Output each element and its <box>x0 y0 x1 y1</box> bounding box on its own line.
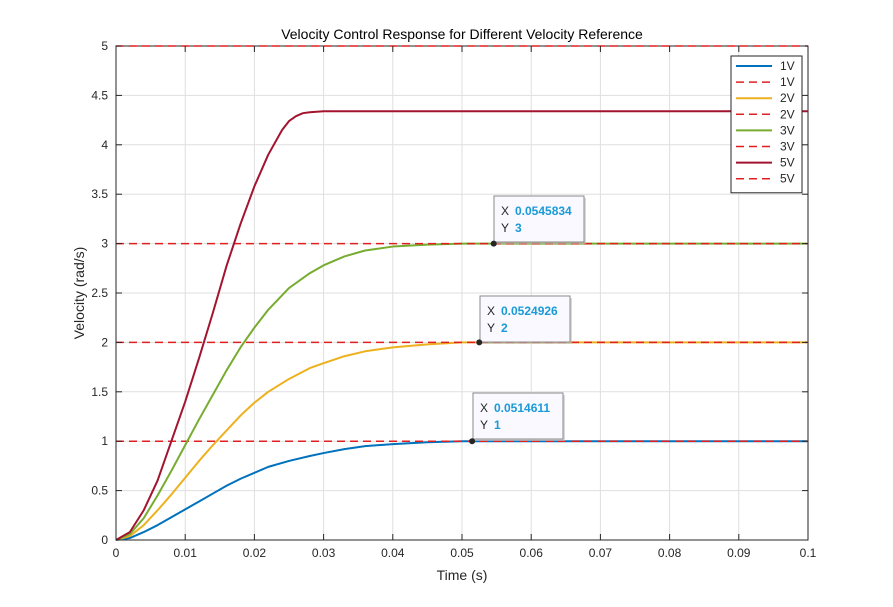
x-tick-label: 0.06 <box>520 546 544 560</box>
legend-box <box>730 55 803 194</box>
datatip-box <box>493 195 585 243</box>
y-axis-label: Velocity (rad/s) <box>71 247 87 340</box>
datatip-y-value: 2 <box>501 321 508 335</box>
chart-title: Velocity Control Response for Different … <box>281 26 643 42</box>
datatip-marker <box>469 438 476 445</box>
y-tick-label: 1 <box>101 434 108 448</box>
datatip-marker <box>476 339 483 346</box>
series-line-5V <box>115 110 808 541</box>
datatip-y-value: 1 <box>494 418 501 432</box>
datatip-x-value: 0.0524926 <box>501 304 558 318</box>
tick-layer: 0 0.01 0.02 0.03 0.04 0.05 0.06 0.07 0.08 0.09 0.1… <box>91 39 816 560</box>
x-tick-label: 0.05 <box>450 546 474 560</box>
datatip[interactable]: X 0.0545834 Y 3 <box>490 195 586 247</box>
datatip-y-label: Y <box>480 418 488 432</box>
datatip-box <box>472 392 564 440</box>
x-tick-label: 0.09 <box>727 546 751 560</box>
datatip-x-value: 0.0545834 <box>515 204 572 218</box>
x-tick-label: 0.04 <box>381 546 405 560</box>
x-tick-label: 0.1 <box>800 546 817 560</box>
x-axis-label: Time (s) <box>437 567 488 583</box>
datatip-y-value: 3 <box>515 221 522 235</box>
datatip-marker <box>490 240 497 247</box>
x-tick-label: 0.07 <box>589 546 613 560</box>
y-tick-label: 4 <box>101 138 108 152</box>
y-tick-label: 1.5 <box>91 385 108 399</box>
y-tick-label: 3 <box>101 237 108 251</box>
x-tick-label: 0.03 <box>312 546 336 560</box>
legend-label: 2V <box>780 91 795 105</box>
y-tick-label: 2 <box>101 335 108 349</box>
datatip-y-label: Y <box>487 321 495 335</box>
datatip-x-label: X <box>501 204 509 218</box>
datatip-x-value: 0.0514611 <box>494 401 550 415</box>
datatip-box <box>479 295 571 343</box>
x-tick-label: 0 <box>113 546 120 560</box>
y-tick-label: 0.5 <box>91 484 108 498</box>
y-tick-label: 3.5 <box>91 187 108 201</box>
y-tick-label: 0 <box>101 533 108 547</box>
y-tick-label: 4.5 <box>91 88 108 102</box>
x-tick-label: 0.02 <box>243 546 267 560</box>
legend-label: 1V <box>780 59 795 73</box>
datatip[interactable]: X 0.0524926 Y 2 <box>476 295 572 346</box>
datatip-x-label: X <box>487 304 495 318</box>
legend-label: 1V <box>780 75 795 89</box>
legend-label: 5V <box>780 156 795 170</box>
datatip[interactable]: X 0.0514611 Y 1 <box>469 392 565 445</box>
datatip-x-label: X <box>480 401 488 415</box>
legend-label: 3V <box>780 123 795 137</box>
legend-label: 2V <box>780 107 795 121</box>
y-tick-label: 5 <box>101 39 108 53</box>
x-tick-label: 0.01 <box>174 546 198 560</box>
datatip-y-label: Y <box>501 221 509 235</box>
x-tick-label: 0.08 <box>658 546 682 560</box>
legend-label: 3V <box>780 140 795 154</box>
legend[interactable]: 1V 1V 2V 2V 3V 3V 5V 5V <box>730 55 803 194</box>
y-tick-label: 2.5 <box>91 286 108 300</box>
legend-label: 5V <box>780 172 795 186</box>
